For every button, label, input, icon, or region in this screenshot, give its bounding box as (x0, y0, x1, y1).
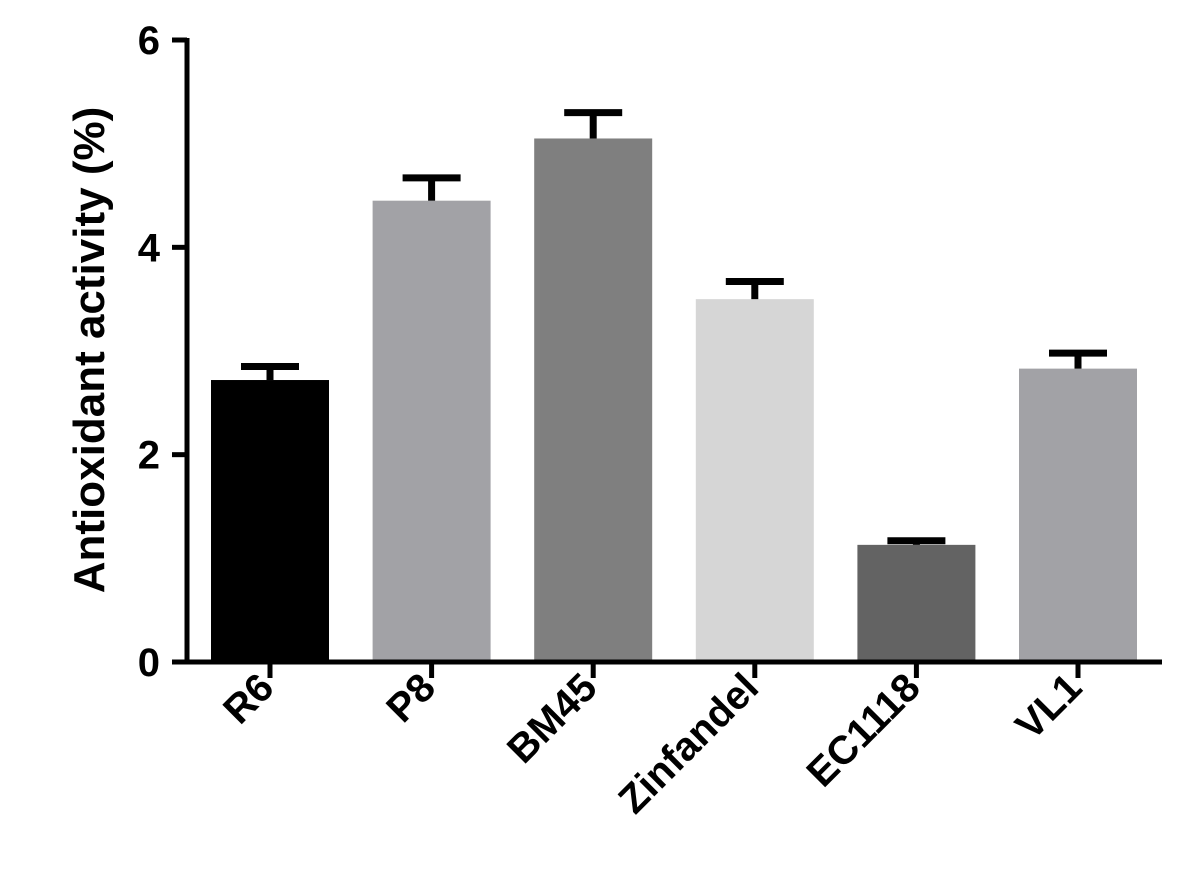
bar (1019, 368, 1137, 662)
bars-layer (211, 138, 1137, 662)
y-ticks-layer: 0 2 4 6 (138, 19, 187, 685)
bar (211, 380, 329, 662)
bar (372, 200, 491, 662)
x-ticks-layer: R6 P8 BM45 Zinfandel EC1118 VL1 (215, 662, 1090, 822)
x-category-label: EC1118 (799, 665, 929, 795)
y-tick-label: 0 (138, 641, 160, 685)
error-bars-layer (241, 109, 1107, 545)
x-category-label: BM45 (499, 665, 606, 772)
y-tick-label: 4 (138, 226, 161, 270)
bar (534, 138, 653, 662)
x-category-label: Zinfandel (610, 665, 767, 822)
bar (695, 299, 814, 662)
bar (857, 544, 976, 662)
y-tick-label: 6 (138, 19, 160, 63)
x-category-label: P8 (378, 665, 444, 731)
y-axis-title: Antioxidant activity (%) (65, 107, 114, 594)
y-tick-label: 2 (138, 434, 160, 478)
axes-layer (184, 38, 1162, 665)
